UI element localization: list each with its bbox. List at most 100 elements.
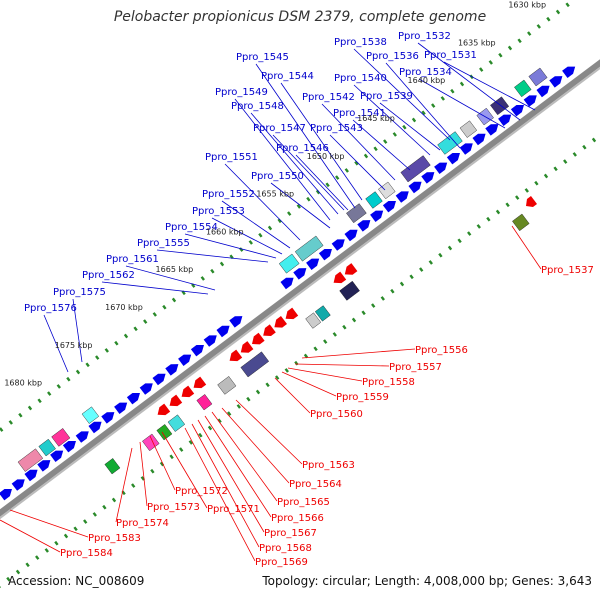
- reverse-tick-dot: [553, 166, 558, 172]
- forward-gene-label: Ppro_1561: [106, 254, 159, 265]
- feature-box: [528, 67, 548, 87]
- reverse-tick-dot: [44, 548, 49, 553]
- reverse-tick-dot: [246, 396, 251, 402]
- reverse-gene-arrow: [252, 332, 265, 345]
- forward-gene-label: Ppro_1555: [137, 238, 190, 249]
- forward-tick-dot: [479, 67, 484, 72]
- reverse-gene: [526, 195, 537, 207]
- feature-box: [305, 312, 322, 329]
- reverse-tick-dot: [563, 159, 568, 164]
- forward-tick-dot: [8, 420, 13, 425]
- forward-tick-dot: [66, 376, 71, 382]
- forward-tick-dot: [507, 45, 513, 51]
- reverse-tick-dot: [524, 188, 529, 193]
- forward-leader-line: [443, 61, 536, 111]
- reverse-leader-line: [139, 441, 148, 507]
- forward-gene-arrow: [498, 114, 512, 126]
- forward-gene-label: Ppro_1545: [236, 52, 289, 63]
- forward-tick-dot: [392, 132, 397, 137]
- forward-gene-label: Ppro_1542: [302, 92, 355, 103]
- feature-box: [294, 235, 324, 262]
- forward-gene-arrow: [318, 248, 332, 261]
- forward-gene: [139, 383, 153, 395]
- forward-leader-line: [385, 62, 461, 149]
- feature-box: [17, 448, 44, 472]
- forward-leader-line: [211, 217, 283, 255]
- feature-box-box: [51, 428, 71, 447]
- ruler-label: 1675 kbp: [55, 341, 93, 350]
- forward-gene-arrow: [203, 335, 217, 347]
- reverse-gene-arrow: [285, 307, 299, 320]
- forward-gene: [549, 76, 563, 88]
- forward-gene: [50, 450, 64, 462]
- forward-gene-arrow: [139, 383, 153, 395]
- reverse-gene-arrow: [181, 385, 195, 398]
- forward-tick-dot: [517, 38, 522, 44]
- forward-gene: [370, 210, 384, 222]
- forward-gene-arrow: [446, 152, 460, 165]
- forward-gene: [408, 181, 422, 194]
- feature-box: [437, 131, 463, 155]
- feature-box: [314, 305, 331, 322]
- feature-box-box: [314, 305, 331, 322]
- reverse-leader-line: [184, 427, 256, 562]
- reverse-gene-label: Ppro_1569: [255, 557, 308, 568]
- feature-box-box: [38, 438, 56, 457]
- forward-leader-line: [43, 314, 69, 373]
- reverse-leader-line: [274, 377, 311, 414]
- forward-gene-label: Ppro_1543: [310, 123, 363, 134]
- forward-gene-arrow: [510, 104, 524, 117]
- forward-gene-label: Ppro_1550: [251, 171, 304, 182]
- forward-leader-line: [101, 281, 209, 295]
- forward-gene-label: Ppro_1538: [334, 37, 387, 48]
- reverse-leader-line: [197, 419, 265, 533]
- reverse-leader-line: [281, 371, 337, 397]
- reverse-tick-dot: [63, 533, 69, 539]
- forward-gene: [459, 143, 473, 155]
- forward-gene-label: Ppro_1553: [192, 206, 245, 217]
- forward-gene: [318, 248, 332, 261]
- forward-tick-dot: [287, 211, 292, 216]
- forward-gene: [178, 354, 192, 366]
- forward-tick-dot: [0, 427, 4, 432]
- feature-box-box: [346, 203, 367, 224]
- forward-gene: [293, 268, 307, 280]
- forward-gene-arrow: [126, 392, 140, 405]
- forward-tick-dot: [123, 333, 129, 339]
- forward-gene-arrow: [306, 258, 320, 270]
- reverse-tick-dot: [25, 562, 30, 568]
- forward-gene: [165, 364, 179, 376]
- feature-box: [278, 253, 300, 274]
- forward-tick-dot: [431, 103, 436, 108]
- forward-gene: [536, 85, 550, 98]
- forward-gene: [126, 392, 140, 405]
- forward-tick-dot: [296, 204, 301, 209]
- forward-tick-dot: [95, 355, 100, 360]
- feature-box: [365, 191, 383, 209]
- forward-gene-label: Ppro_1539: [360, 91, 413, 102]
- forward-leader-line: [156, 249, 269, 263]
- feature-box-box: [459, 120, 478, 138]
- reverse-tick-dot: [438, 252, 443, 258]
- reverse-tick-dot: [428, 260, 433, 265]
- forward-gene-arrow: [549, 76, 563, 88]
- reverse-gene-label: Ppro_1572: [175, 486, 228, 497]
- forward-gene: [395, 191, 409, 203]
- reverse-tick-dot: [332, 332, 337, 337]
- reverse-tick-dot: [534, 180, 539, 186]
- forward-tick-dot: [152, 312, 157, 317]
- reverse-gene-arrow: [169, 394, 183, 407]
- reverse-tick-dot: [131, 483, 136, 488]
- feature-box: [514, 79, 532, 98]
- forward-gene-label: Ppro_1544: [261, 71, 314, 82]
- forward-leader-line: [280, 82, 363, 201]
- feature-box-box: [490, 96, 510, 116]
- forward-tick-dot: [133, 326, 138, 332]
- forward-leader-line: [255, 63, 356, 209]
- reverse-tick-dot: [361, 310, 366, 316]
- forward-tick-dot: [191, 283, 196, 288]
- feature-box-box: [17, 448, 44, 472]
- reverse-gene-label: Ppro_1574: [116, 518, 169, 529]
- feature-box: [490, 96, 510, 116]
- forward-tick-dot: [325, 182, 330, 188]
